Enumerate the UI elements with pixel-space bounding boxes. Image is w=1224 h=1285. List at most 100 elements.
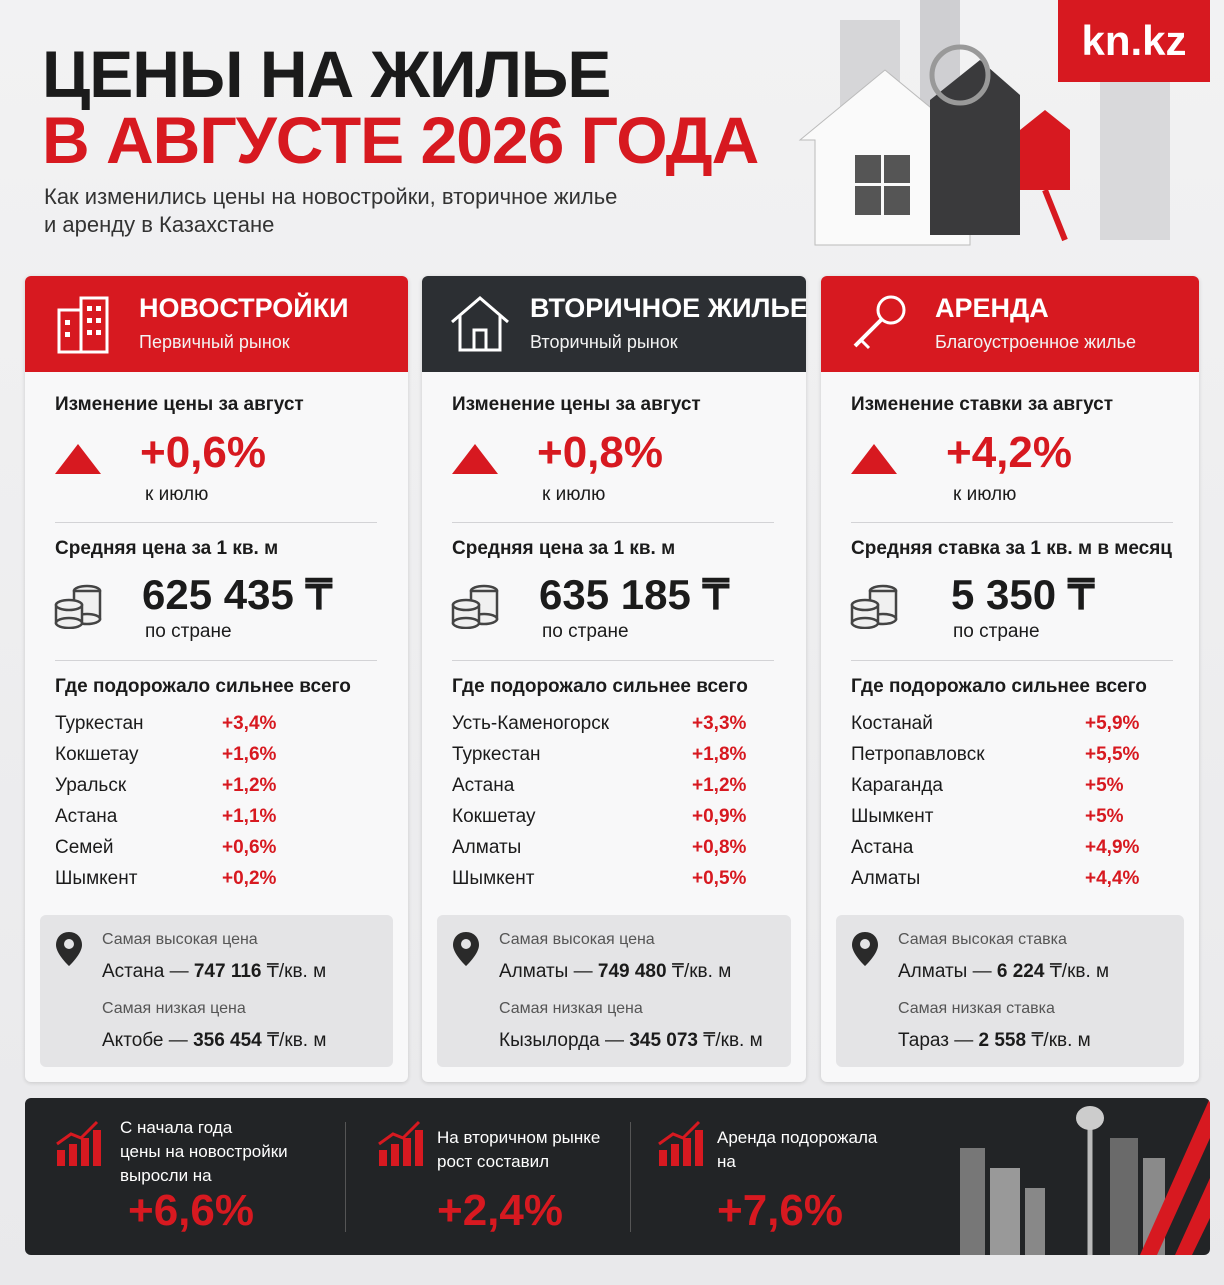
change-note: к июлю — [145, 484, 209, 505]
city-name: Алматы — [851, 868, 921, 889]
column-card: ВТОРИЧНОЕ ЖИЛЬЕ Вторичный рынок Изменение … — [422, 276, 808, 1082]
average-price: 635 185 ₸ — [539, 571, 730, 618]
footer-line: на — [717, 1152, 736, 1171]
growth-icon — [377, 1120, 423, 1171]
price: 6 224 — [996, 961, 1050, 982]
logo[interactable]: kn.kz — [1058, 0, 1210, 82]
top-label: Где подорожало сильнее всего — [851, 676, 1147, 697]
extremes-box: Самая высокая ставка Алматы — 6 224 ₸/кв.… — [836, 915, 1184, 1067]
top-label: Где подорожало сильнее всего — [55, 676, 351, 697]
high-value: Алматы — 6 224 ₸/кв. м — [898, 960, 1109, 983]
up-triangle — [851, 444, 897, 479]
column-title: ВТОРИЧНОЕ ЖИЛЬЕ — [530, 293, 808, 323]
city: Кызылорда — — [499, 1030, 630, 1051]
city-change: +0,2% — [222, 868, 277, 889]
column-subtitle: Благоустроенное жилье — [935, 332, 1137, 352]
city-change: +1,6% — [222, 744, 277, 765]
average-label: Средняя цена за 1 кв. м — [452, 538, 676, 559]
city: Тараз — — [898, 1030, 979, 1051]
divider — [452, 522, 774, 523]
price: 747 116 — [193, 961, 267, 982]
extremes-box: Самая высокая цена Алматы — 749 480 ₸/кв.… — [437, 915, 791, 1067]
unit: ₸/кв. м — [267, 1030, 327, 1051]
footer-line: рост составил — [437, 1152, 550, 1171]
up-triangle — [55, 444, 101, 479]
divider — [452, 660, 774, 661]
low-label: Самая низкая ставка — [898, 1000, 1055, 1017]
column-card: АРЕНДА Благоустроенное жилье Изменение ста… — [821, 276, 1199, 1082]
footer-line: Аренда подорожала — [717, 1128, 878, 1147]
extremes-box: Самая высокая цена Астана — 747 116 ₸/кв.… — [40, 915, 393, 1067]
column-icon — [51, 292, 115, 361]
low-label: Самая низкая цена — [102, 1000, 246, 1017]
footer-line: выросли на — [120, 1166, 212, 1185]
city: Алматы — — [898, 961, 997, 982]
city-name: Шымкент — [55, 868, 138, 889]
city-change: +3,3% — [692, 713, 747, 734]
average-note: по стране — [542, 621, 629, 642]
city-name: Караганда — [851, 775, 943, 796]
change-label: Изменение цены за август — [452, 394, 701, 415]
city-change: +5,5% — [1085, 744, 1140, 765]
city-name: Астана — [55, 806, 118, 827]
city-change: +4,4% — [1085, 868, 1140, 889]
city-name: Усть-Каменогорск — [452, 713, 610, 734]
city-name: Кокшетау — [452, 806, 536, 827]
top-label: Где подорожало сильнее всего — [452, 676, 748, 697]
average-note: по стране — [145, 621, 232, 642]
city-name: Алматы — [452, 837, 522, 858]
subtitle: Как изменились цены на новостройки, втор… — [44, 184, 618, 209]
city-name: Туркестан — [452, 744, 541, 765]
low-value: Кызылорда — 345 073 ₸/кв. м — [499, 1029, 763, 1052]
column-icon — [847, 292, 911, 361]
divider — [55, 660, 377, 661]
average-note: по стране — [953, 621, 1040, 642]
city-name: Костанай — [851, 713, 933, 734]
subtitle: и аренду в Казахстане — [44, 212, 275, 237]
low-value: Актобе — 356 454 ₸/кв. м — [102, 1029, 326, 1052]
coins-icon — [849, 579, 899, 634]
city: Актобе — — [102, 1030, 194, 1051]
city-change: +0,6% — [222, 837, 277, 858]
change-value: +0,8% — [537, 428, 663, 477]
footer-line: С начала года — [120, 1118, 233, 1137]
change-label: Изменение цены за август — [55, 394, 304, 415]
price: 2 558 — [978, 1030, 1032, 1051]
pin-icon — [453, 932, 479, 971]
change-value: +0,6% — [140, 428, 266, 477]
city: Астана — — [102, 961, 194, 982]
city-change: +1,2% — [692, 775, 747, 796]
column-subtitle: Вторичный рынок — [530, 332, 678, 352]
city-change: +5,9% — [1085, 713, 1140, 734]
column-title: НОВОСТРОЙКИ — [139, 293, 349, 323]
coins-icon — [450, 579, 500, 634]
unit: ₸/кв. м — [1031, 1030, 1091, 1051]
unit: ₸/кв. м — [266, 961, 327, 982]
divider — [851, 522, 1173, 523]
city-name: Семей — [55, 837, 114, 858]
unit: ₸/кв. м — [703, 1030, 763, 1051]
low-label: Самая низкая цена — [499, 1000, 643, 1017]
city: Алматы — — [499, 961, 598, 982]
coins-icon — [53, 579, 103, 634]
column-icon — [448, 292, 512, 361]
city-name: Астана — [851, 837, 914, 858]
up-triangle — [452, 444, 498, 479]
city-change: +3,4% — [222, 713, 277, 734]
city-name: Астана — [452, 775, 515, 796]
footer-text: На вторичном рынке рост составил — [437, 1126, 637, 1174]
high-label: Самая высокая цена — [499, 931, 655, 948]
city-name: Шымкент — [452, 868, 535, 889]
city-change: +1,1% — [222, 806, 277, 827]
change-note: к июлю — [542, 484, 606, 505]
column-subtitle: Первичный рынок — [139, 332, 290, 352]
city-name: Кокшетау — [55, 744, 139, 765]
footer-line: цены на новостройки — [120, 1142, 288, 1161]
city-change: +1,2% — [222, 775, 277, 796]
average-price: 625 435 ₸ — [142, 571, 333, 618]
city-name: Уральск — [55, 775, 127, 796]
average-price: 5 350 ₸ — [951, 571, 1095, 618]
price: 356 454 — [193, 1030, 268, 1051]
unit: ₸/кв. м — [671, 961, 732, 982]
footer-line: На вторичном рынке — [437, 1128, 601, 1147]
